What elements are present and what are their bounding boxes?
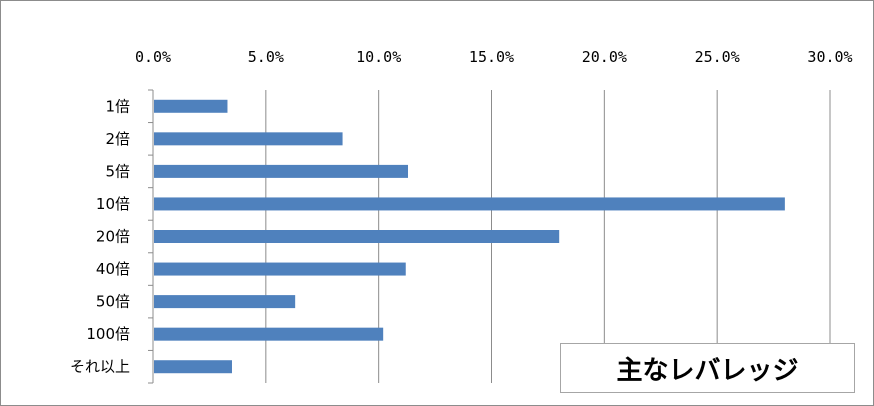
- category-label: 50倍: [96, 293, 130, 311]
- bar: [154, 132, 343, 146]
- x-tick-label: 30.0%: [807, 48, 852, 66]
- bar: [154, 327, 384, 341]
- x-tick-label: 5.0%: [248, 48, 284, 66]
- bar: [154, 164, 409, 178]
- x-tick-label: 20.0%: [582, 48, 627, 66]
- chart-title: 主なレバレッジ: [616, 355, 799, 386]
- category-label: 5倍: [105, 162, 130, 180]
- category-label: それ以上: [70, 358, 130, 376]
- bar: [154, 230, 560, 243]
- category-label: 1倍: [105, 97, 130, 115]
- x-tick-label: 10.0%: [356, 48, 401, 66]
- bar: [154, 295, 296, 309]
- x-tick-label: 0.0%: [135, 48, 171, 66]
- category-label: 100倍: [86, 325, 130, 343]
- bar: [154, 197, 785, 211]
- bar: [154, 360, 232, 374]
- category-label: 20倍: [96, 228, 130, 246]
- chart-title-box: 主なレバレッジ: [560, 343, 855, 393]
- x-tick-label: 25.0%: [695, 48, 740, 66]
- x-tick-label: 15.0%: [469, 48, 514, 66]
- category-label: 10倍: [96, 195, 130, 213]
- bar: [154, 262, 406, 276]
- category-label: 40倍: [96, 260, 130, 278]
- category-label: 2倍: [105, 130, 130, 148]
- bar: [154, 99, 228, 113]
